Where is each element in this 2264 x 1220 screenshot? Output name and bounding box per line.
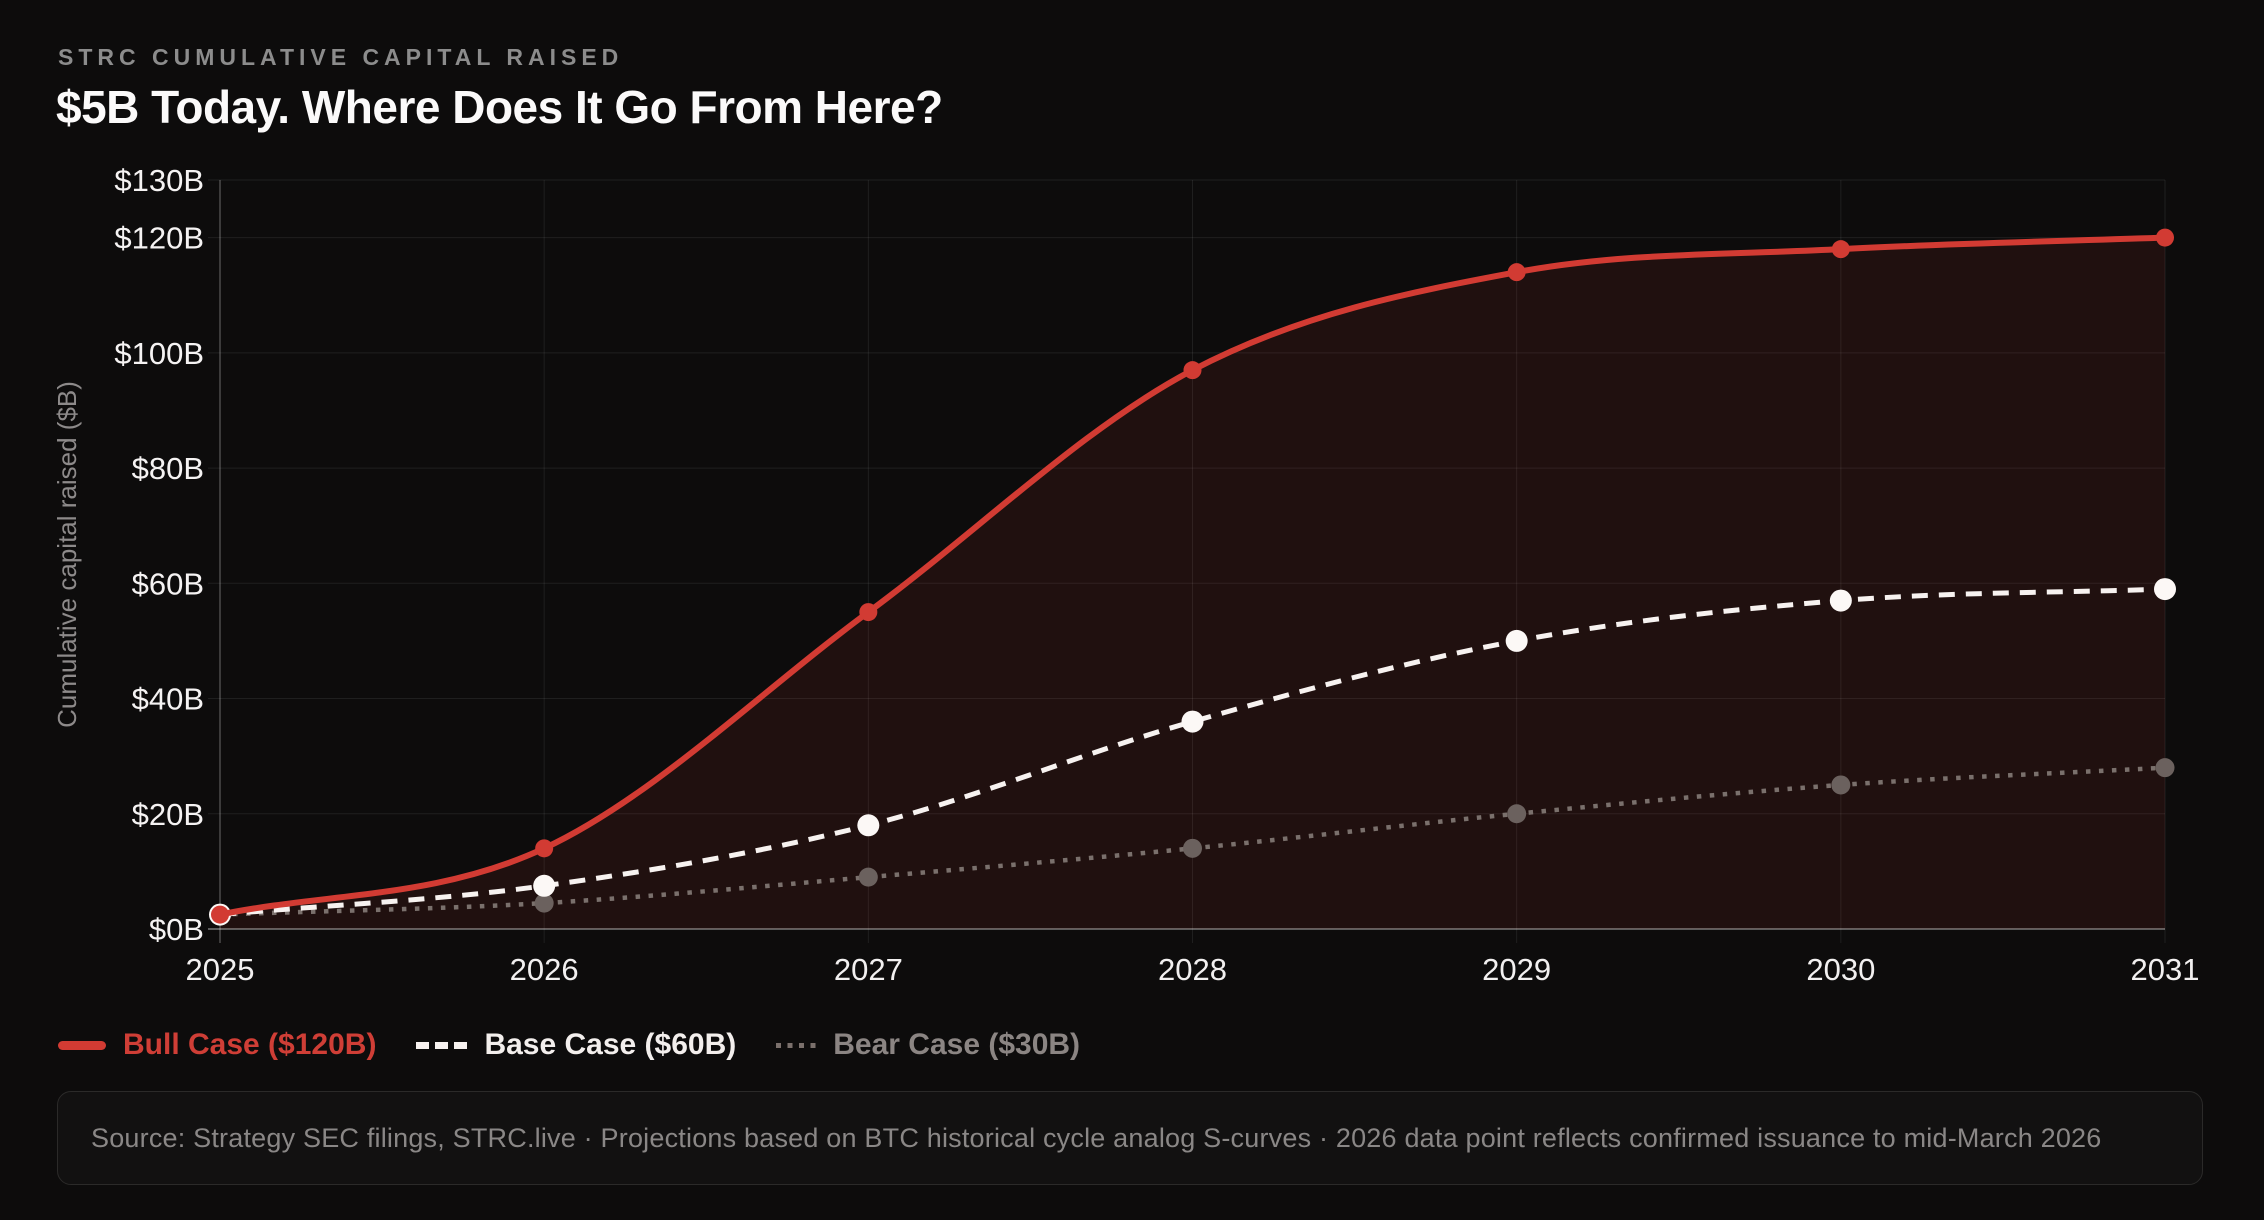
y-tick-label: $120B [114, 221, 204, 256]
legend-item-bear-case: Bear Case ($30B) [776, 1028, 1080, 1062]
y-tick-label: $60B [132, 566, 204, 601]
y-tick-label: $40B [132, 682, 204, 717]
bear-case-line-swatch [776, 1042, 817, 1048]
bear-case-point [534, 893, 554, 913]
bear-case-point [1831, 775, 1851, 795]
bear-case-point [2155, 758, 2175, 778]
bull-case-point [1507, 263, 1526, 282]
base-case-point [1181, 710, 1204, 733]
legend-item-base-case: Base Case ($60B) [416, 1028, 736, 1062]
x-tick-label: 2028 [1158, 952, 1227, 987]
bear-case-point [858, 867, 878, 887]
base-case-line-swatch [416, 1041, 468, 1049]
x-tick-label: 2027 [834, 952, 903, 987]
chart-kicker: STRC CUMULATIVE CAPITAL RAISED [58, 44, 624, 70]
bull-case-point [2156, 228, 2174, 247]
y-tick-label: $0B [149, 912, 204, 947]
x-tick-label: 2025 [186, 952, 255, 987]
y-tick-label: $130B [114, 163, 204, 198]
bull-case-point [859, 603, 878, 622]
x-tick-label: 2029 [1482, 952, 1551, 987]
y-tick-label: $20B [132, 797, 204, 832]
bull-case-point [1831, 240, 1850, 259]
base-case-point [2154, 578, 2176, 601]
source-note: Source: Strategy SEC filings, STRC.live … [57, 1091, 2203, 1185]
x-tick-label: 2030 [1806, 952, 1875, 987]
legend-label-bull-case: Bull Case ($120B) [123, 1028, 377, 1061]
base-case-point [1829, 589, 1852, 612]
legend-label-base-case: Base Case ($60B) [484, 1028, 737, 1061]
legend-label-bear-case: Bear Case ($30B) [833, 1028, 1081, 1061]
y-tick-label: $80B [132, 451, 204, 486]
legend: Bull Case ($120B) Base Case ($60B) Bear … [58, 1024, 1080, 1066]
bull-case-point [1183, 361, 1202, 380]
bull-case-area [220, 237, 2165, 930]
chart-title: $5B Today. Where Does It Go From Here? [56, 81, 943, 133]
bull-case-point [211, 905, 229, 924]
bear-case-point [1183, 838, 1202, 858]
x-tick-label: 2031 [2131, 952, 2200, 987]
base-case-point [1505, 629, 1528, 652]
bull-case-point [535, 839, 554, 858]
source-note-text: Source: Strategy SEC filings, STRC.live … [91, 1122, 2102, 1153]
line-chart: $0B $20B $40B $60B $80B $100B $120B $130B 2025 20… [0, 120, 2264, 1000]
base-case-point [533, 874, 556, 897]
y-axis-title: Cumulative capital raised ($B) [52, 381, 82, 728]
x-tick-label: 2026 [510, 952, 579, 987]
y-tick-label: $100B [114, 336, 204, 371]
legend-item-bull-case: Bull Case ($120B) [58, 1028, 376, 1062]
chart-canvas: $0B $20B $40B $60B $80B $100B $120B $130B 2025 20… [52, 163, 2200, 987]
base-case-point [857, 814, 880, 837]
bear-case-point [1507, 804, 1527, 824]
bull-case-line-swatch [58, 1040, 106, 1050]
